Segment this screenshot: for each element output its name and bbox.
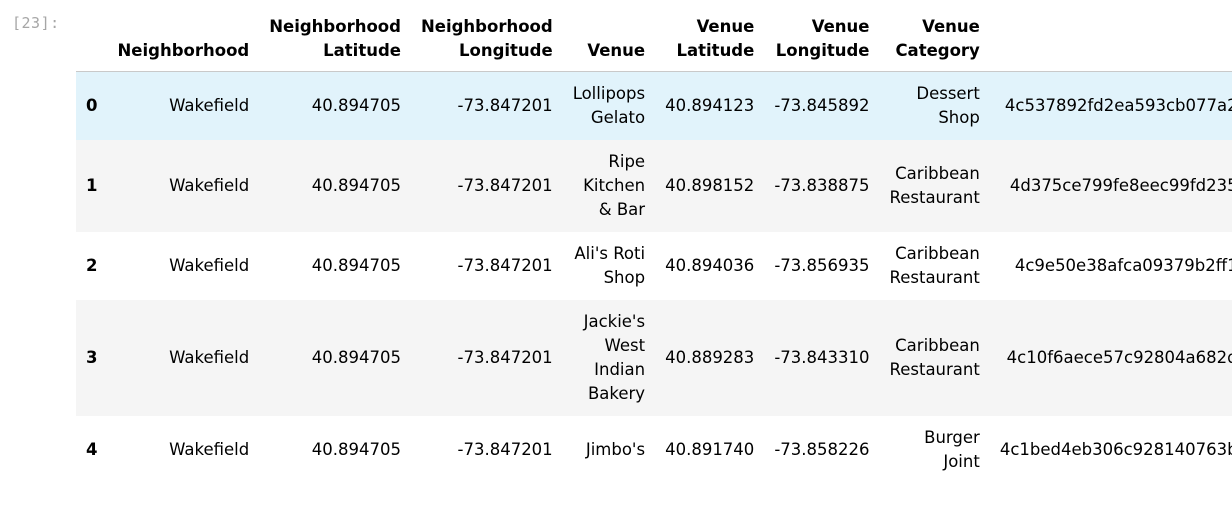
- cell-venue-longitude: -73.838875: [774, 176, 870, 195]
- cell-neighborhood-longitude: -73.847201: [457, 440, 553, 459]
- column-header-venue-longitude: Venue Longitude: [764, 7, 880, 72]
- column-header-neighborhood-longitude: Neighborhood Longitude: [410, 7, 563, 72]
- column-header-neighborhood: Neighborhood: [107, 7, 260, 72]
- column-header-neighborhood-latitude: Neighborhood Latitude: [259, 7, 411, 72]
- cell-venue-category: Burger Joint: [924, 428, 980, 471]
- cell-venue-latitude: 40.894036: [665, 256, 755, 275]
- cell-neighborhood-latitude: 40.894705: [311, 440, 401, 459]
- cell-venue-longitude: -73.843310: [774, 348, 870, 367]
- row-index: 4: [86, 440, 98, 459]
- cell-neighborhood-longitude: -73.847201: [457, 176, 553, 195]
- cell-venue: Jimbo's: [585, 440, 646, 459]
- cell-id: 4d375ce799fe8eec99fd2355: [1009, 176, 1232, 195]
- dataframe-table: Neighborhood Neighborhood Latitude Neigh…: [76, 7, 1232, 484]
- cell-id: 4c9e50e38afca09379b2ff15: [1014, 256, 1232, 275]
- table-row: 0 Wakefield 40.894705 -73.847201 Lollipo…: [76, 71, 1232, 140]
- row-index: 3: [86, 348, 98, 367]
- cell-venue-latitude: 40.894123: [665, 96, 755, 115]
- cell-neighborhood-longitude: -73.847201: [457, 348, 553, 367]
- cell-id: 4c10f6aece57c92804a682d2: [1006, 348, 1232, 367]
- column-header-venue-latitude: Venue Latitude: [655, 7, 765, 72]
- table-row: 4 Wakefield 40.894705 -73.847201 Jimbo's…: [76, 416, 1232, 484]
- cell-neighborhood-longitude: -73.847201: [457, 96, 553, 115]
- execution-count-prompt: [23]:: [12, 14, 60, 32]
- cell-id: 4c1bed4eb306c928140763b7: [999, 440, 1232, 459]
- cell-venue-category: Caribbean Restaurant: [889, 244, 980, 287]
- cell-venue: Ali's Roti Shop: [574, 244, 646, 287]
- cell-venue-category: Dessert Shop: [916, 84, 980, 127]
- cell-neighborhood: Wakefield: [169, 348, 250, 367]
- column-header-venue: Venue: [562, 7, 656, 72]
- table-row: 1 Wakefield 40.894705 -73.847201 Ripe Ki…: [76, 140, 1232, 232]
- cell-neighborhood-longitude: -73.847201: [457, 256, 553, 275]
- cell-venue-latitude: 40.889283: [665, 348, 755, 367]
- cell-neighborhood-latitude: 40.894705: [311, 348, 401, 367]
- cell-neighborhood: Wakefield: [169, 96, 250, 115]
- cell-neighborhood: Wakefield: [169, 256, 250, 275]
- table-header-row: Neighborhood Neighborhood Latitude Neigh…: [76, 7, 1232, 72]
- cell-neighborhood-latitude: 40.894705: [311, 96, 401, 115]
- cell-id: 4c537892fd2ea593cb077a28: [1004, 96, 1232, 115]
- row-index: 2: [86, 256, 98, 275]
- column-header-id: id: [989, 7, 1232, 72]
- cell-neighborhood: Wakefield: [169, 440, 250, 459]
- cell-venue-category: Caribbean Restaurant: [889, 164, 980, 207]
- table-row: 3 Wakefield 40.894705 -73.847201 Jackie'…: [76, 300, 1232, 416]
- column-header-index: [76, 7, 108, 72]
- cell-neighborhood-latitude: 40.894705: [311, 256, 401, 275]
- cell-venue-latitude: 40.891740: [665, 440, 755, 459]
- row-index: 1: [86, 176, 98, 195]
- cell-neighborhood-latitude: 40.894705: [311, 176, 401, 195]
- cell-venue: Ripe Kitchen & Bar: [583, 152, 646, 219]
- cell-venue-longitude: -73.856935: [774, 256, 870, 275]
- cell-venue-longitude: -73.845892: [774, 96, 870, 115]
- cell-venue-category: Caribbean Restaurant: [889, 336, 980, 379]
- cell-output-area: Neighborhood Neighborhood Latitude Neigh…: [76, 7, 1232, 484]
- cell-neighborhood: Wakefield: [169, 176, 250, 195]
- column-header-venue-category: Venue Category: [879, 7, 990, 72]
- cell-venue-latitude: 40.898152: [665, 176, 755, 195]
- cell-venue: Lollipops Gelato: [572, 84, 646, 127]
- cell-venue: Jackie's West Indian Bakery: [583, 312, 646, 403]
- row-index: 0: [86, 96, 98, 115]
- cell-venue-longitude: -73.858226: [774, 440, 870, 459]
- table-row: 2 Wakefield 40.894705 -73.847201 Ali's R…: [76, 232, 1232, 300]
